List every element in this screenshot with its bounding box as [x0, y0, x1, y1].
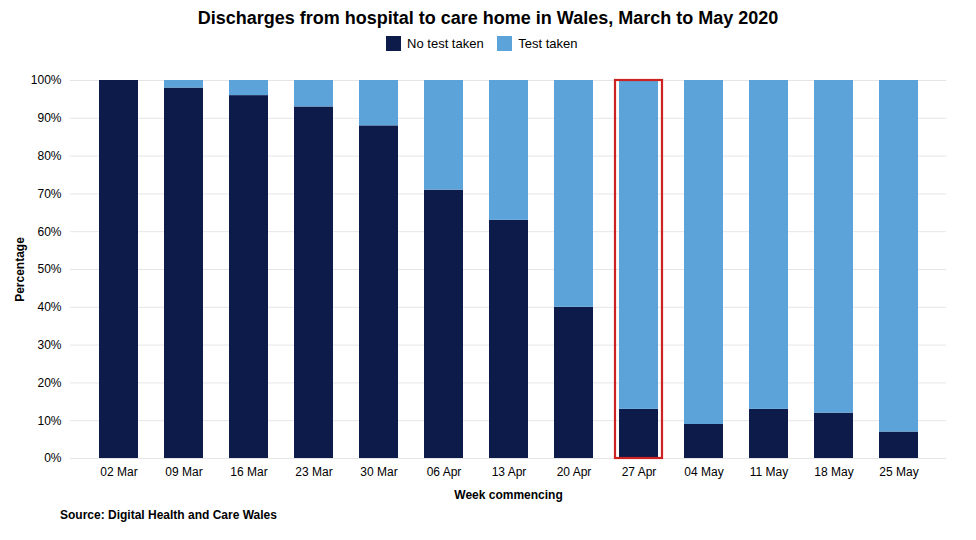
svg-text:80%: 80%	[37, 149, 61, 163]
svg-text:30%: 30%	[37, 338, 61, 352]
svg-text:02 Mar: 02 Mar	[100, 465, 137, 479]
svg-text:27 Apr: 27 Apr	[622, 465, 657, 479]
svg-text:100%: 100%	[31, 73, 62, 87]
svg-text:18 May: 18 May	[814, 465, 853, 479]
svg-text:11 May: 11 May	[750, 465, 788, 479]
svg-text:0%: 0%	[44, 451, 62, 465]
svg-text:10%: 10%	[37, 414, 61, 428]
svg-text:60%: 60%	[37, 225, 61, 239]
svg-text:Percentage: Percentage	[13, 237, 27, 302]
svg-text:13 Apr: 13 Apr	[492, 465, 527, 479]
svg-text:25 May: 25 May	[879, 465, 918, 479]
svg-text:09 Mar: 09 Mar	[165, 465, 202, 479]
svg-text:06 Apr: 06 Apr	[427, 465, 462, 479]
svg-text:30 Mar: 30 Mar	[360, 465, 397, 479]
svg-text:16 Mar: 16 Mar	[230, 465, 267, 479]
svg-text:70%: 70%	[37, 187, 61, 201]
svg-text:04 May: 04 May	[684, 465, 723, 479]
svg-text:Week commencing: Week commencing	[454, 488, 562, 502]
svg-text:50%: 50%	[37, 262, 61, 276]
svg-text:20%: 20%	[37, 376, 61, 390]
html-text:No test taken: No test taken	[407, 36, 484, 52]
html-text:Discharges from hospital to ca: Discharges from hospital to care home in…	[197, 8, 779, 28]
svg-text:40%: 40%	[37, 300, 61, 314]
html-text:Source: Digital Health and Car: Source: Digital Health and Care Wales	[60, 508, 277, 522]
svg-text:20 Apr: 20 Apr	[557, 465, 592, 479]
svg-text:90%: 90%	[37, 111, 61, 125]
svg-text:23 Mar: 23 Mar	[295, 465, 332, 479]
html-text:Test taken: Test taken	[518, 36, 578, 52]
